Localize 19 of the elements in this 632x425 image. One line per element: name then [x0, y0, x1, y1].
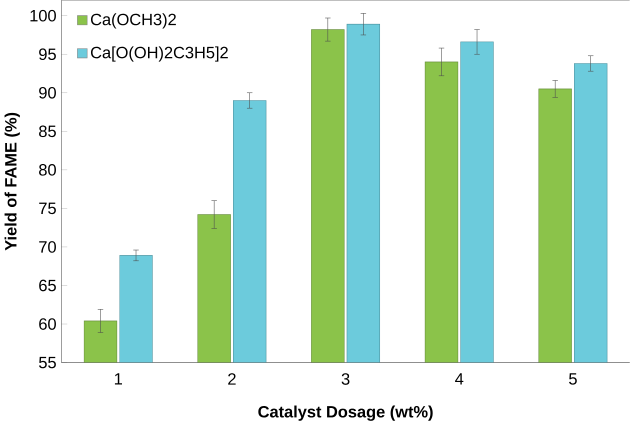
x-tick-label: 5 — [569, 373, 577, 384]
x-tick-label: 1 — [114, 373, 122, 384]
x-tick-label: 3 — [342, 373, 350, 385]
y-tick-label: 65 — [39, 279, 56, 292]
y-tick-label: 80 — [39, 164, 56, 176]
y-tick-label: 90 — [39, 86, 56, 98]
y-tick-label: 85 — [39, 125, 56, 137]
x-tick-label: 2 — [228, 373, 236, 384]
y-tick-label: 100 — [30, 10, 56, 22]
legend-label: Ca[O(OH)2C3H5]2 — [90, 46, 228, 62]
y-tick-label: 75 — [39, 202, 56, 214]
y-tick-label: 60 — [39, 318, 56, 330]
legend-label: Ca(OCH3)2 — [90, 13, 176, 28]
x-tick-label: 4 — [455, 373, 464, 384]
y-tick-label: 95 — [39, 48, 56, 60]
x-axis-title: Catalyst Dosage (wt%) — [258, 405, 433, 421]
y-tick-label: 55 — [39, 356, 56, 368]
y-axis-title: Yield of FAME (%) — [4, 112, 20, 250]
y-tick-label: 70 — [39, 240, 56, 253]
